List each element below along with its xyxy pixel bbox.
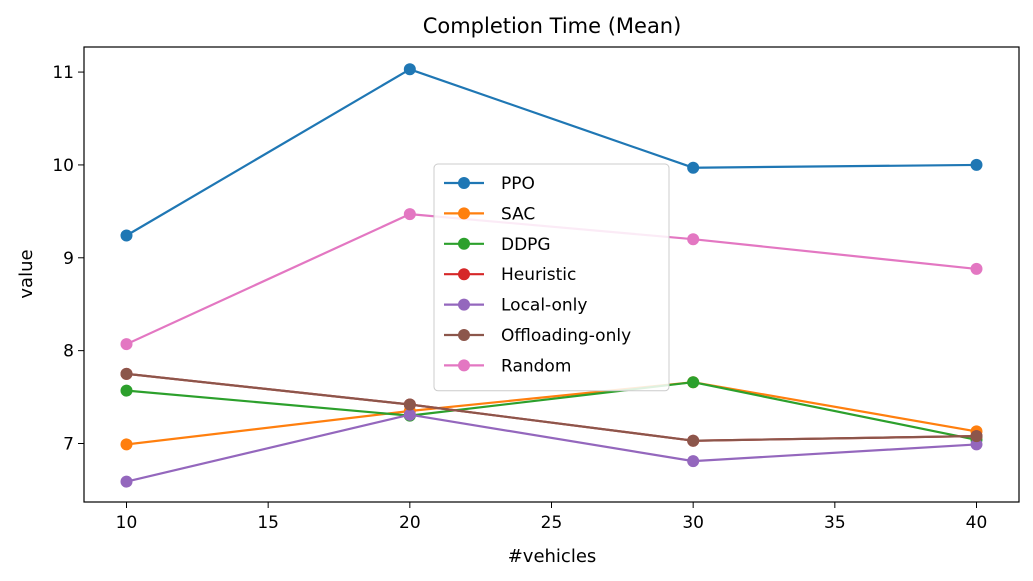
data-point	[120, 367, 133, 380]
legend-box	[433, 163, 670, 392]
legend-marker	[458, 237, 470, 250]
data-point	[687, 233, 700, 246]
data-point	[403, 63, 416, 76]
legend-marker	[458, 359, 470, 372]
y-axis-label: value	[16, 249, 37, 298]
data-point	[120, 438, 133, 451]
y-tick-label: 11	[52, 63, 74, 83]
data-point	[970, 158, 983, 171]
legend-item: DDPG	[444, 235, 551, 255]
x-tick-label: 15	[257, 513, 279, 533]
x-tick-label: 25	[541, 513, 563, 533]
axes-layer: 10 15 20 25 30 35 40 7 8 9 10 11	[52, 63, 987, 533]
legend-item: Offloading-only	[444, 326, 631, 346]
legend-item: Random	[444, 356, 571, 376]
x-tick-label: 10	[116, 513, 138, 533]
data-point	[970, 262, 983, 275]
legend-item: Heuristic	[444, 265, 576, 285]
data-point	[687, 455, 700, 468]
data-point	[120, 338, 133, 351]
legend-item: SAC	[444, 204, 535, 224]
legend-label: SAC	[501, 204, 535, 224]
legend-item: PPO	[444, 174, 535, 194]
series-line	[125, 68, 977, 237]
data-point	[120, 475, 133, 488]
series-offloading-only	[120, 367, 983, 447]
data-point	[970, 438, 983, 451]
legend-label: Random	[501, 356, 571, 376]
data-point	[403, 208, 416, 221]
legend-label: Offloading-only	[501, 326, 631, 346]
legend-marker	[458, 207, 470, 220]
y-tick-label: 10	[52, 156, 74, 176]
x-tick-label: 20	[399, 513, 421, 533]
y-tick-label: 8	[63, 342, 74, 362]
x-tick-label: 30	[682, 513, 704, 533]
series-ppo	[120, 63, 983, 242]
legend: PPO SAC DDPG Heuristic Local-only Offloading-…	[433, 163, 670, 392]
legend-marker	[458, 177, 470, 189]
series-line	[126, 381, 977, 446]
legend-marker	[458, 329, 470, 341]
data-point	[970, 430, 983, 443]
chart-title: Completion Time (Mean)	[423, 14, 682, 38]
legend-label: DDPG	[501, 235, 551, 255]
data-point	[120, 229, 133, 242]
legend-marker	[458, 298, 470, 311]
x-axis-label: #vehicles	[508, 546, 597, 567]
data-point	[687, 434, 700, 447]
legend-label: Local-only	[501, 296, 587, 316]
data-point	[120, 384, 133, 397]
data-point	[687, 376, 700, 389]
series-line	[126, 381, 977, 441]
data-point	[403, 408, 416, 421]
series-line	[126, 413, 977, 483]
series-local-only	[120, 408, 983, 488]
legend-marker	[458, 268, 470, 281]
plot-frame	[83, 46, 1020, 503]
series-layer	[120, 63, 983, 488]
legend-label: Heuristic	[501, 265, 576, 285]
data-point	[403, 398, 416, 411]
x-tick-label: 35	[824, 513, 846, 533]
legend-label: PPO	[501, 174, 535, 194]
y-tick-label: 7	[63, 435, 74, 455]
series-line	[126, 372, 977, 442]
y-tick-label: 9	[63, 249, 74, 269]
data-point	[687, 161, 700, 174]
x-tick-label: 40	[966, 513, 988, 533]
legend-item: Local-only	[444, 296, 587, 316]
